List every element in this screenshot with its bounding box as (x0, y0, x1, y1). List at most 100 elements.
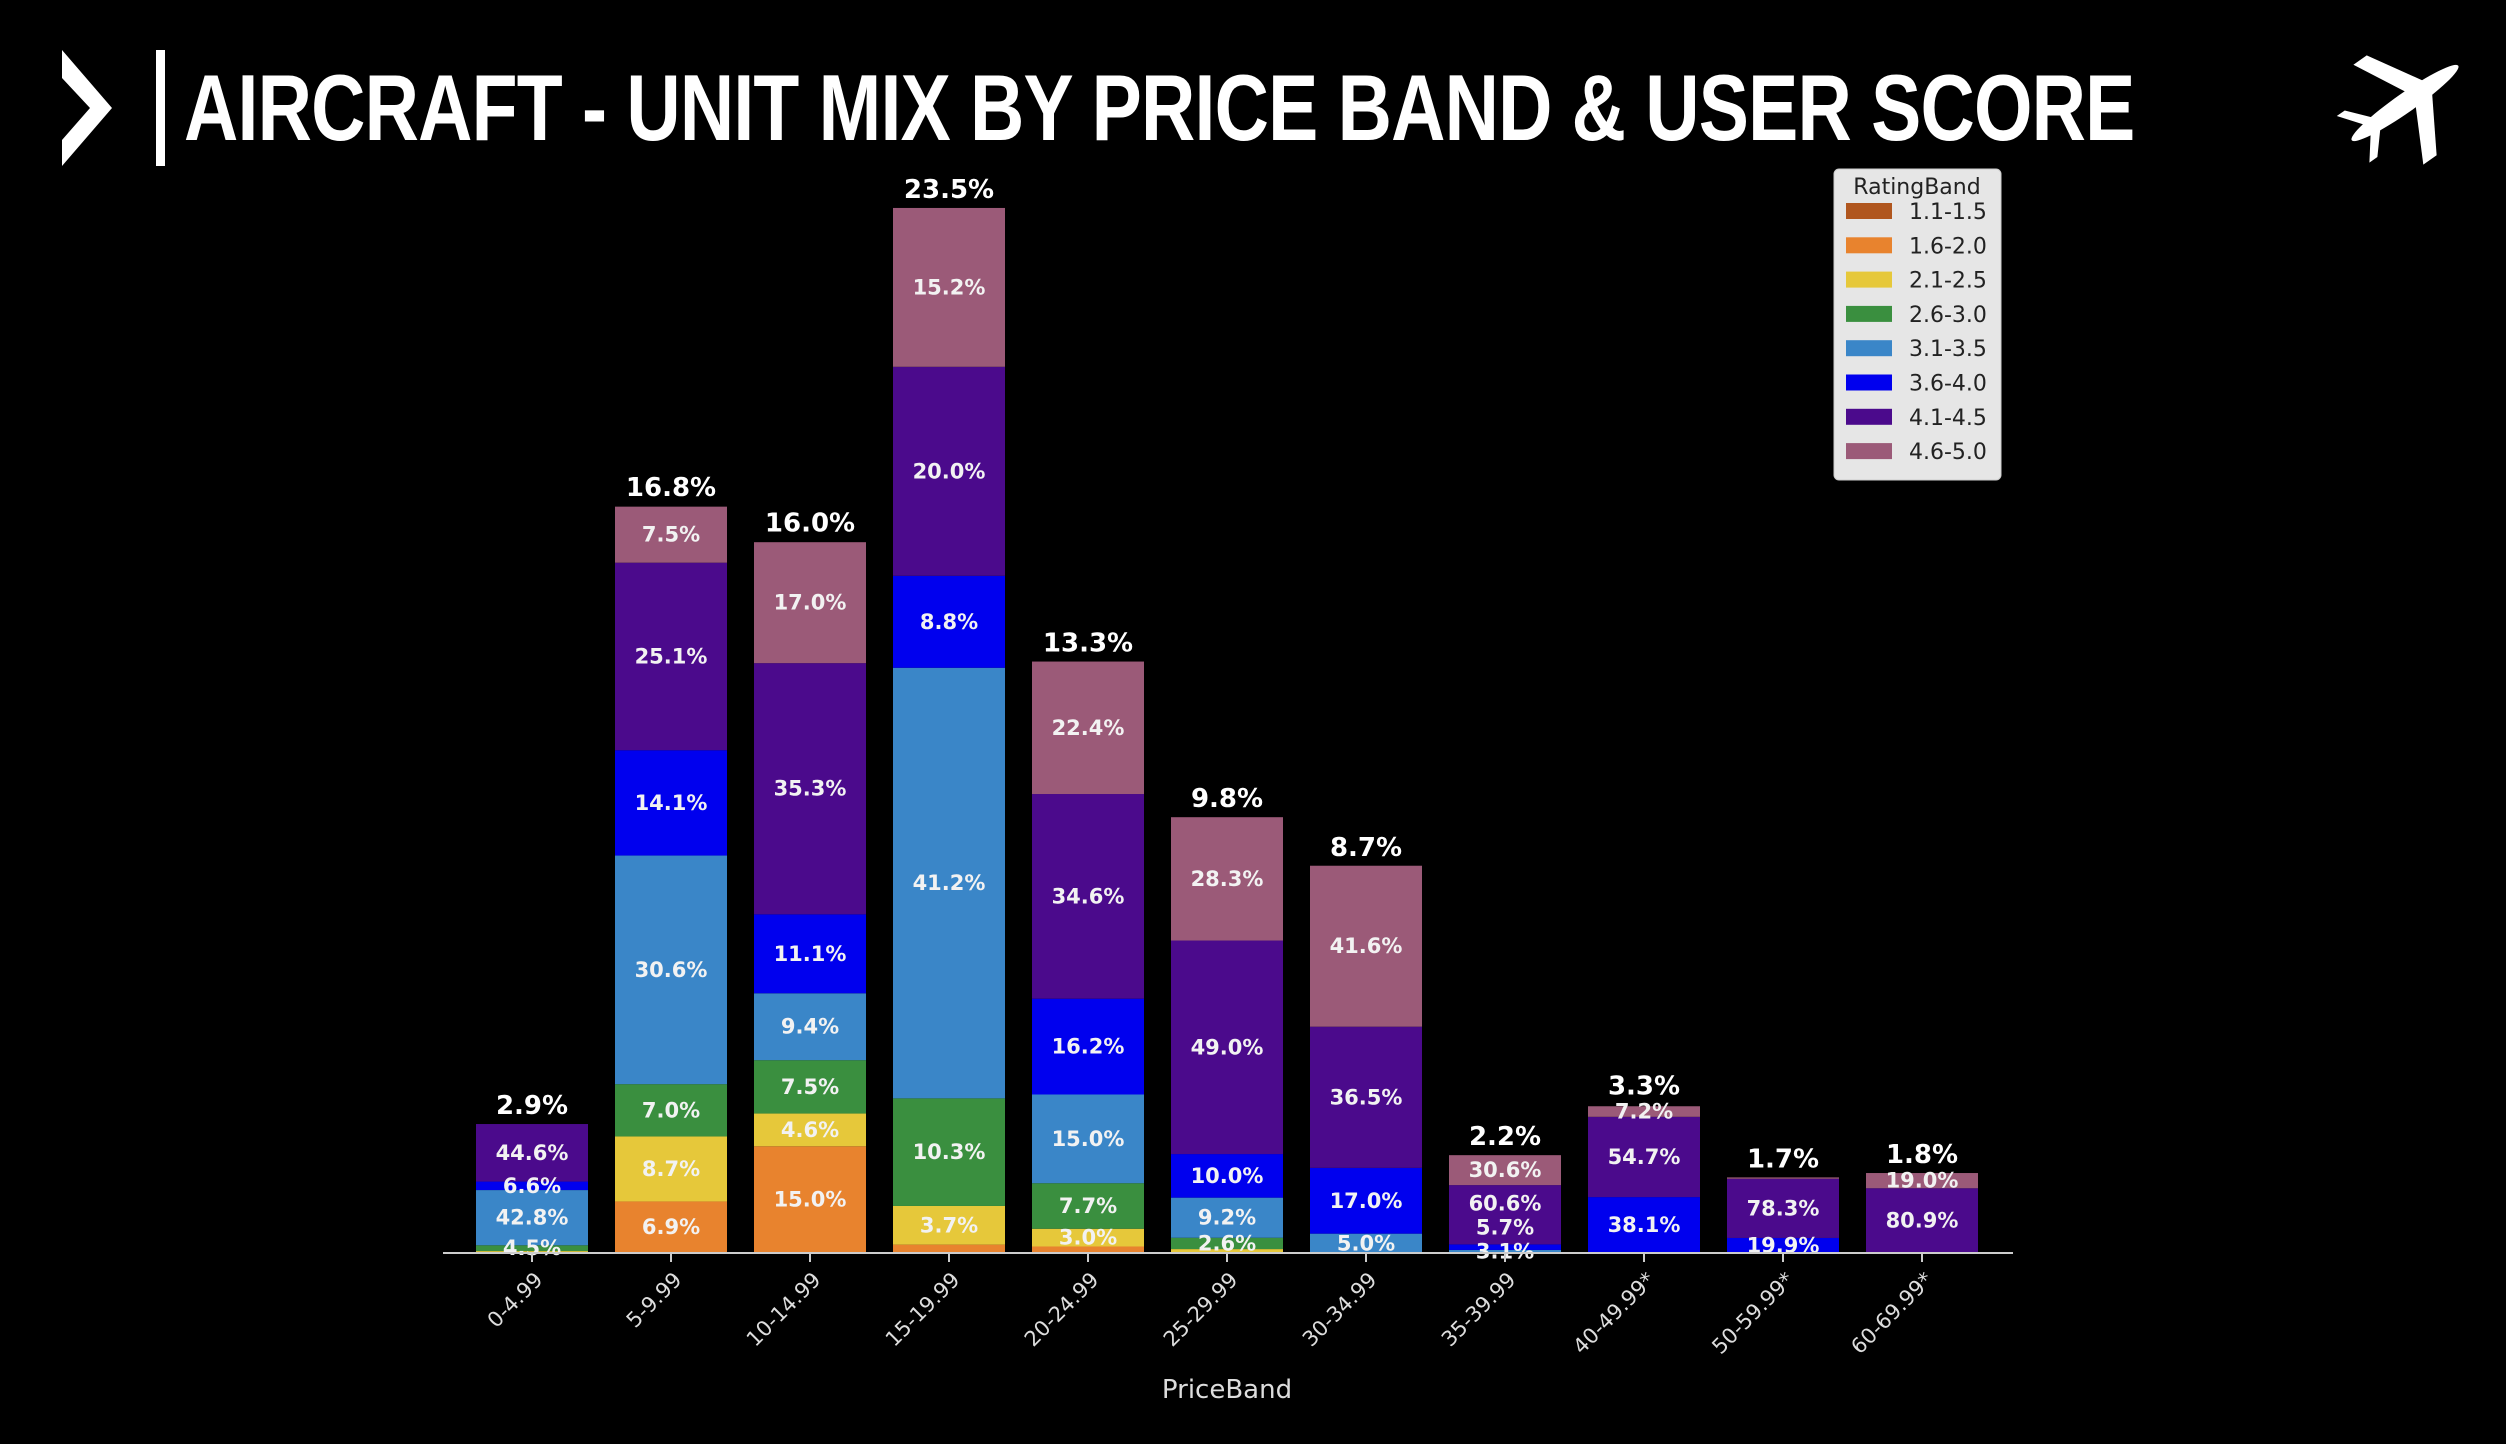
legend-swatch (1846, 408, 1892, 425)
segment-label: 42.8% (496, 1206, 569, 1230)
bar-segment (615, 855, 727, 1085)
bar-segment (615, 750, 727, 856)
bar-segment (754, 1113, 866, 1147)
legend-title: RatingBand (1853, 175, 1980, 200)
segment-label: 11.1% (774, 942, 847, 966)
bar-segment (1727, 1178, 1839, 1238)
x-tick-label: 30-34.99 (1298, 1268, 1382, 1352)
segment-label: 30.6% (1469, 1158, 1542, 1182)
segment-label: 6.6% (503, 1174, 561, 1198)
segment-label: 78.3% (1747, 1196, 1820, 1220)
segment-label: 41.6% (1330, 934, 1403, 958)
segment-label: 25.1% (635, 644, 708, 668)
legend: RatingBand 1.1-1.5 1.6-2.0 2.1-2.5 2.6-3.0 3… (1833, 168, 2002, 481)
bar-segment (1588, 1197, 1700, 1253)
bar-segment (1310, 1167, 1422, 1234)
legend-swatch (1846, 340, 1892, 357)
bar-segment (1310, 865, 1422, 1027)
legend-swatch (1846, 374, 1892, 391)
x-tick-label: 25-29.99 (1159, 1268, 1243, 1352)
bar-segment (615, 562, 727, 751)
bar-segment (1310, 1026, 1422, 1168)
airplane-icon (2336, 55, 2459, 165)
bar-segment (1449, 1249, 1561, 1253)
legend-swatch (1846, 443, 1892, 460)
segment-label: 60.6% (1469, 1191, 1542, 1215)
bar-segment (1171, 1154, 1283, 1198)
segment-label: 36.5% (1330, 1085, 1403, 1109)
legend-swatch (1846, 203, 1892, 219)
x-axis-label: PriceBand (1162, 1375, 1292, 1405)
x-tick-label: 60-69.99* (1846, 1268, 1937, 1359)
bar-segment (893, 207, 1005, 367)
segment-label: 8.8% (920, 610, 978, 634)
segment-label: 54.7% (1608, 1145, 1681, 1169)
bar-total-label: 9.8% (1191, 784, 1263, 814)
bar-segment (1866, 1188, 1978, 1253)
bar-segment (1032, 1228, 1144, 1247)
segment-label: 19.0% (1886, 1169, 1959, 1193)
bar-total-label: 16.0% (765, 508, 855, 538)
x-tick-label: 20-24.99 (1020, 1268, 1104, 1352)
segment-label: 9.4% (781, 1015, 839, 1039)
bar-segment (1032, 1183, 1144, 1229)
legend-swatch (1846, 237, 1892, 254)
x-tick-label: 15-19.99 (881, 1268, 965, 1352)
segment-label: 41.2% (913, 871, 986, 895)
bar-segment (754, 914, 866, 994)
legend-swatch (1846, 305, 1892, 322)
bar-segment (754, 1060, 866, 1114)
bar-segment (893, 1205, 1005, 1245)
segment-label: 16.2% (1052, 1035, 1125, 1059)
segment-label: 20.0% (913, 459, 986, 483)
bar-total-label: 3.3% (1608, 1072, 1680, 1102)
bar-segment (893, 366, 1005, 576)
bar-segment (1588, 1116, 1700, 1198)
bar-segment (893, 667, 1005, 1099)
segment-label: 17.0% (1330, 1189, 1403, 1213)
bar-segment (1449, 1185, 1561, 1245)
bar-segment (615, 1136, 727, 1202)
bar-segment (1310, 1233, 1422, 1253)
bar-segment (893, 575, 1005, 668)
segment-label: 28.3% (1191, 867, 1264, 891)
x-tick-label: 0-4.99 (483, 1268, 548, 1333)
segment-label: 5.0% (1337, 1231, 1395, 1255)
bar-segment (615, 506, 727, 563)
bar-segment (1171, 1197, 1283, 1238)
bars-group: 4.5%42.8%6.6%44.6%2.9%6.9%8.7%7.0%30.6%1… (476, 175, 1978, 1263)
legend-item-label: 2.6-3.0 (1909, 303, 1987, 328)
bar-segment (615, 1201, 727, 1253)
x-tick-label: 10-14.99 (742, 1268, 826, 1352)
legend-item-label: 3.1-3.5 (1909, 337, 1987, 362)
bar-segment (476, 1245, 588, 1252)
legend-item-label: 3.6-4.0 (1909, 372, 1987, 397)
bar-segment (476, 1124, 588, 1182)
segment-label: 17.0% (774, 591, 847, 615)
segment-label: 5.7% (1476, 1215, 1534, 1239)
bar-segment (1032, 661, 1144, 795)
bar-segment (1866, 1173, 1978, 1189)
brand-logo-icon (62, 50, 165, 166)
segment-label: 7.0% (642, 1098, 700, 1122)
segment-label: 15.0% (1052, 1127, 1125, 1151)
segment-label: 4.6% (781, 1118, 839, 1142)
segment-label: 7.2% (1615, 1100, 1673, 1124)
legend-item-label: 1.6-2.0 (1909, 234, 1987, 259)
bar-segment (754, 663, 866, 915)
bar-segment (1032, 1246, 1144, 1253)
bar-segment (754, 1146, 866, 1253)
legend-item-label: 2.1-2.5 (1909, 269, 1987, 294)
segment-label: 80.9% (1886, 1209, 1959, 1233)
bar-segment (1727, 1177, 1839, 1179)
segment-label: 10.0% (1191, 1164, 1264, 1188)
segment-label: 34.6% (1052, 884, 1125, 908)
segment-label: 22.4% (1052, 716, 1125, 740)
segment-label: 9.2% (1198, 1206, 1256, 1230)
bar-total-label: 1.8% (1886, 1140, 1958, 1170)
bar-total-label: 16.8% (626, 473, 716, 503)
segment-label: 7.5% (781, 1075, 839, 1099)
segment-label: 14.1% (635, 791, 708, 815)
segment-label: 15.2% (913, 275, 986, 299)
